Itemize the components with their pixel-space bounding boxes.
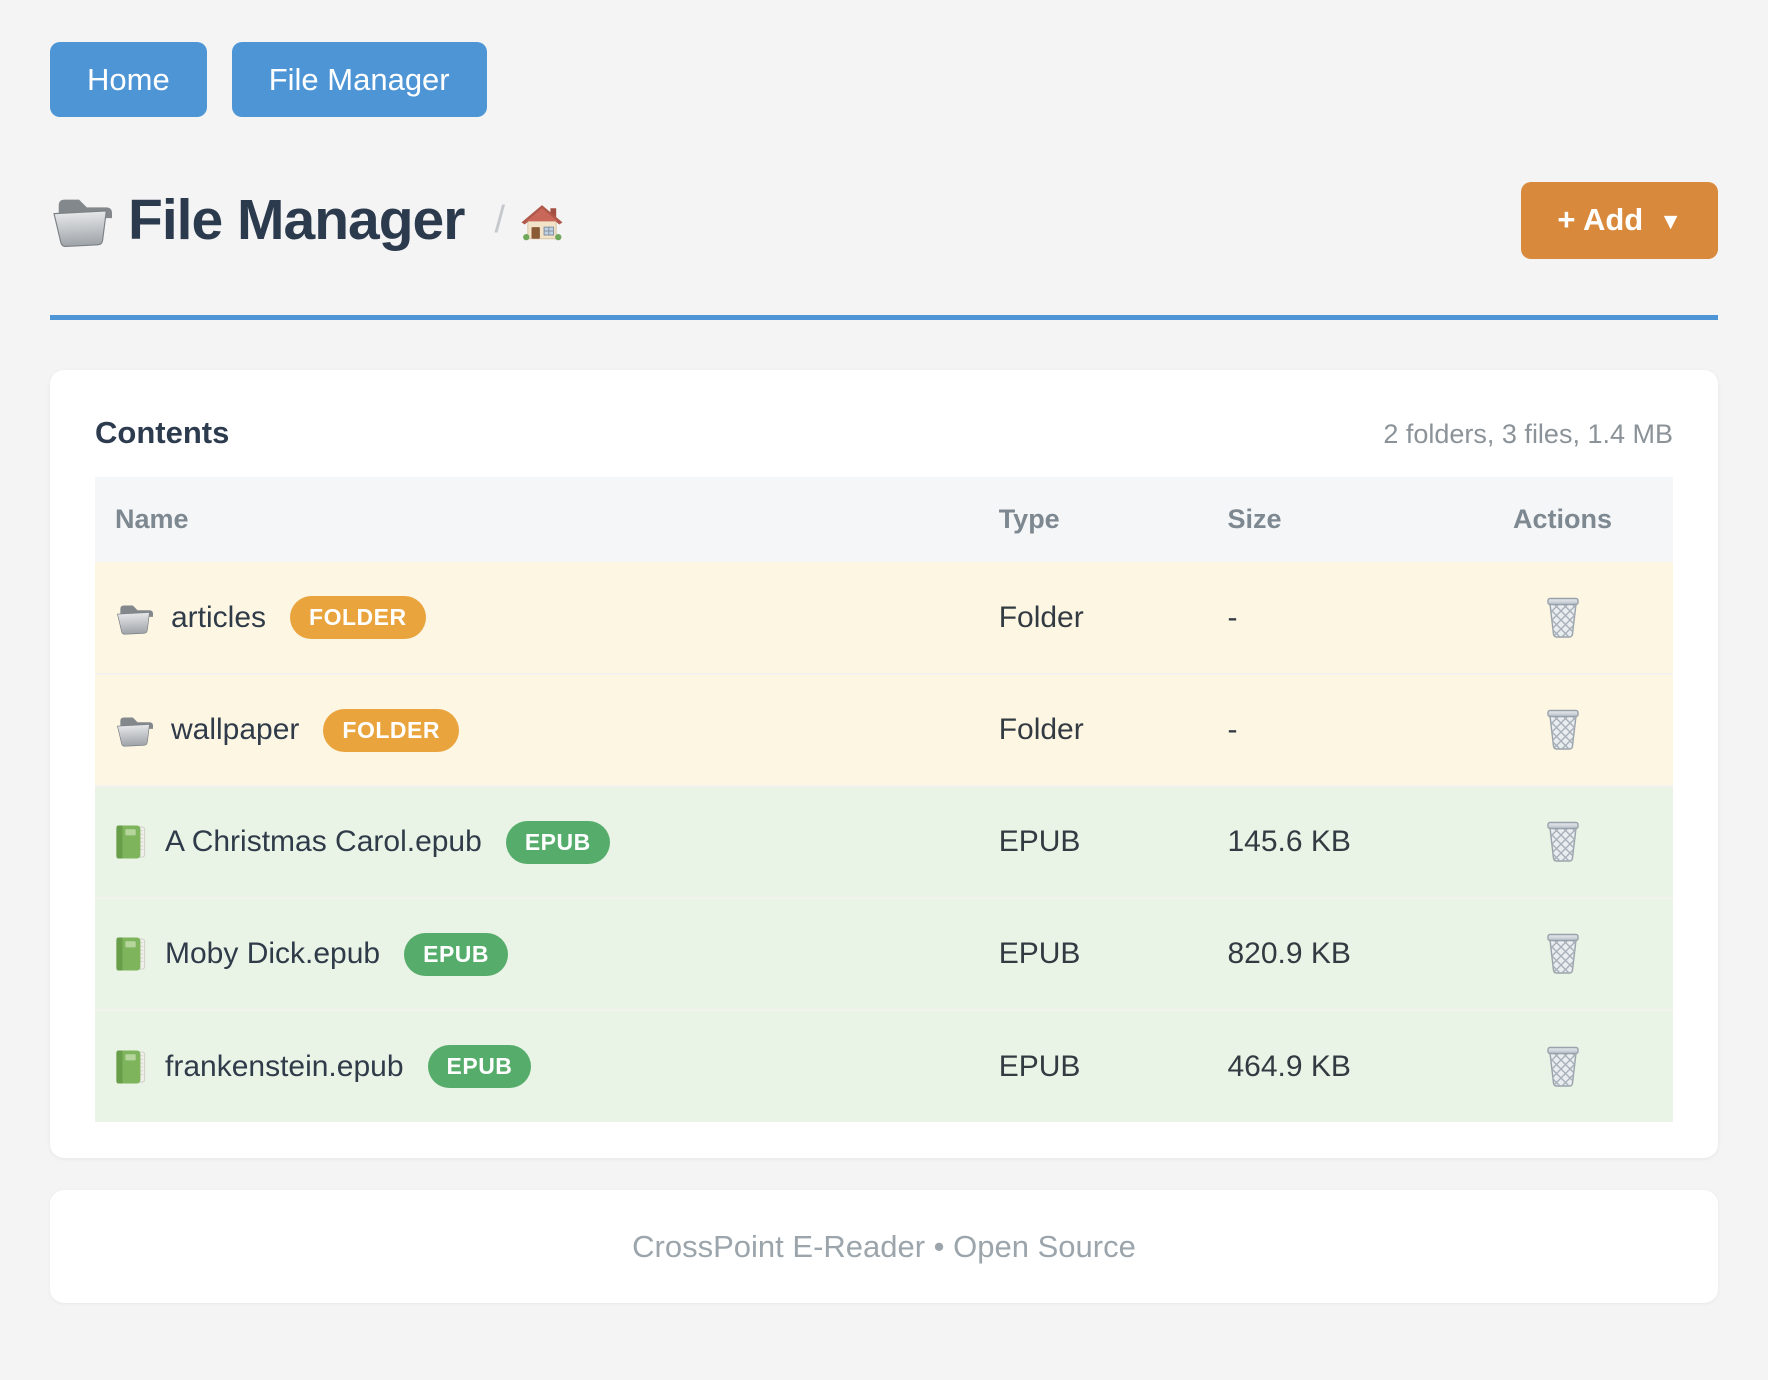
type-badge: EPUB (505, 820, 610, 864)
file-type: EPUB (978, 897, 1208, 1010)
file-size: 145.6 KB (1207, 785, 1453, 898)
file-type: Folder (978, 562, 1208, 674)
delete-button[interactable] (1539, 925, 1587, 979)
wastebasket-icon (1546, 597, 1579, 638)
type-badge: EPUB (404, 932, 509, 976)
column-header-name: Name (95, 477, 979, 562)
table-row[interactable]: wallpaper FOLDER Folder - (95, 673, 1673, 786)
type-badge: FOLDER (290, 596, 426, 639)
table-row[interactable]: Moby Dick.epub EPUB EPUB 820.9 KB (95, 897, 1673, 1010)
file-name-cell: articles FOLDER (115, 596, 979, 639)
file-type: EPUB (978, 1009, 1208, 1122)
file-size: - (1207, 562, 1453, 674)
file-type: Folder (978, 673, 1208, 786)
table-row[interactable]: articles FOLDER Folder - (95, 562, 1673, 674)
column-header-actions: Actions (1452, 477, 1673, 562)
house-icon[interactable] (521, 203, 563, 245)
type-badge: FOLDER (323, 708, 459, 752)
table-row[interactable]: A Christmas Carol.epub EPUB EPUB 145.6 K… (95, 785, 1673, 898)
page-title: File Manager (128, 188, 465, 252)
file-size: 464.9 KB (1207, 1009, 1453, 1122)
green-book-icon (115, 1049, 146, 1084)
file-name-cell: frankenstein.epub EPUB (115, 1045, 979, 1088)
file-table: Name Type Size Actions articles FOLDER (95, 477, 1673, 1122)
column-header-size: Size (1207, 477, 1453, 562)
title-divider (50, 315, 1718, 320)
top-nav: Home File Manager (50, 42, 1718, 117)
delete-button[interactable] (1539, 589, 1587, 643)
folder-icon (117, 604, 153, 635)
add-button-label: + Add (1557, 202, 1644, 237)
contents-heading: Contents (95, 415, 230, 450)
file-name[interactable]: articles (171, 600, 267, 634)
table-row[interactable]: frankenstein.epub EPUB EPUB 464.9 KB (95, 1009, 1673, 1122)
folder-icon (53, 199, 112, 248)
table-header-row: Name Type Size Actions (95, 477, 1673, 562)
caret-down-icon: ▼ (1659, 207, 1682, 234)
green-book-icon (115, 937, 146, 971)
delete-button[interactable] (1539, 701, 1587, 755)
breadcrumb-separator: / (494, 198, 505, 241)
folder-icon (117, 717, 153, 747)
title-row: File Manager / + Add ▼ (50, 173, 1718, 267)
green-book-icon (115, 825, 146, 859)
footer: CrossPoint E-Reader • Open Source (50, 1190, 1718, 1303)
type-badge: EPUB (427, 1045, 532, 1088)
file-name-cell: A Christmas Carol.epub EPUB (115, 820, 979, 864)
page: Home File Manager File Manager / + Add ▼… (50, 42, 1718, 1303)
file-name-cell: Moby Dick.epub EPUB (115, 932, 979, 976)
file-name[interactable]: frankenstein.epub (165, 1049, 404, 1083)
delete-button[interactable] (1539, 813, 1587, 867)
file-name[interactable]: wallpaper (171, 713, 300, 746)
add-button[interactable]: + Add ▼ (1521, 181, 1718, 259)
contents-card: Contents 2 folders, 3 files, 1.4 MB Name… (50, 370, 1718, 1158)
wastebasket-icon (1546, 933, 1579, 974)
column-header-type: Type (978, 477, 1208, 562)
footer-text: CrossPoint E-Reader • Open Source (632, 1228, 1136, 1264)
file-size: 820.9 KB (1207, 897, 1453, 1010)
card-header: Contents 2 folders, 3 files, 1.4 MB (95, 415, 1673, 451)
file-type: EPUB (978, 785, 1208, 898)
file-manager-button[interactable]: File Manager (231, 42, 487, 117)
file-size: - (1207, 673, 1453, 786)
wastebasket-icon (1546, 1046, 1579, 1087)
home-button[interactable]: Home (50, 42, 207, 117)
wastebasket-icon (1546, 821, 1579, 862)
file-name-cell: wallpaper FOLDER (115, 708, 979, 752)
file-name[interactable]: A Christmas Carol.epub (165, 825, 482, 858)
contents-summary: 2 folders, 3 files, 1.4 MB (1383, 419, 1673, 449)
file-name[interactable]: Moby Dick.epub (165, 937, 381, 970)
delete-button[interactable] (1539, 1038, 1587, 1092)
wastebasket-icon (1546, 709, 1579, 750)
